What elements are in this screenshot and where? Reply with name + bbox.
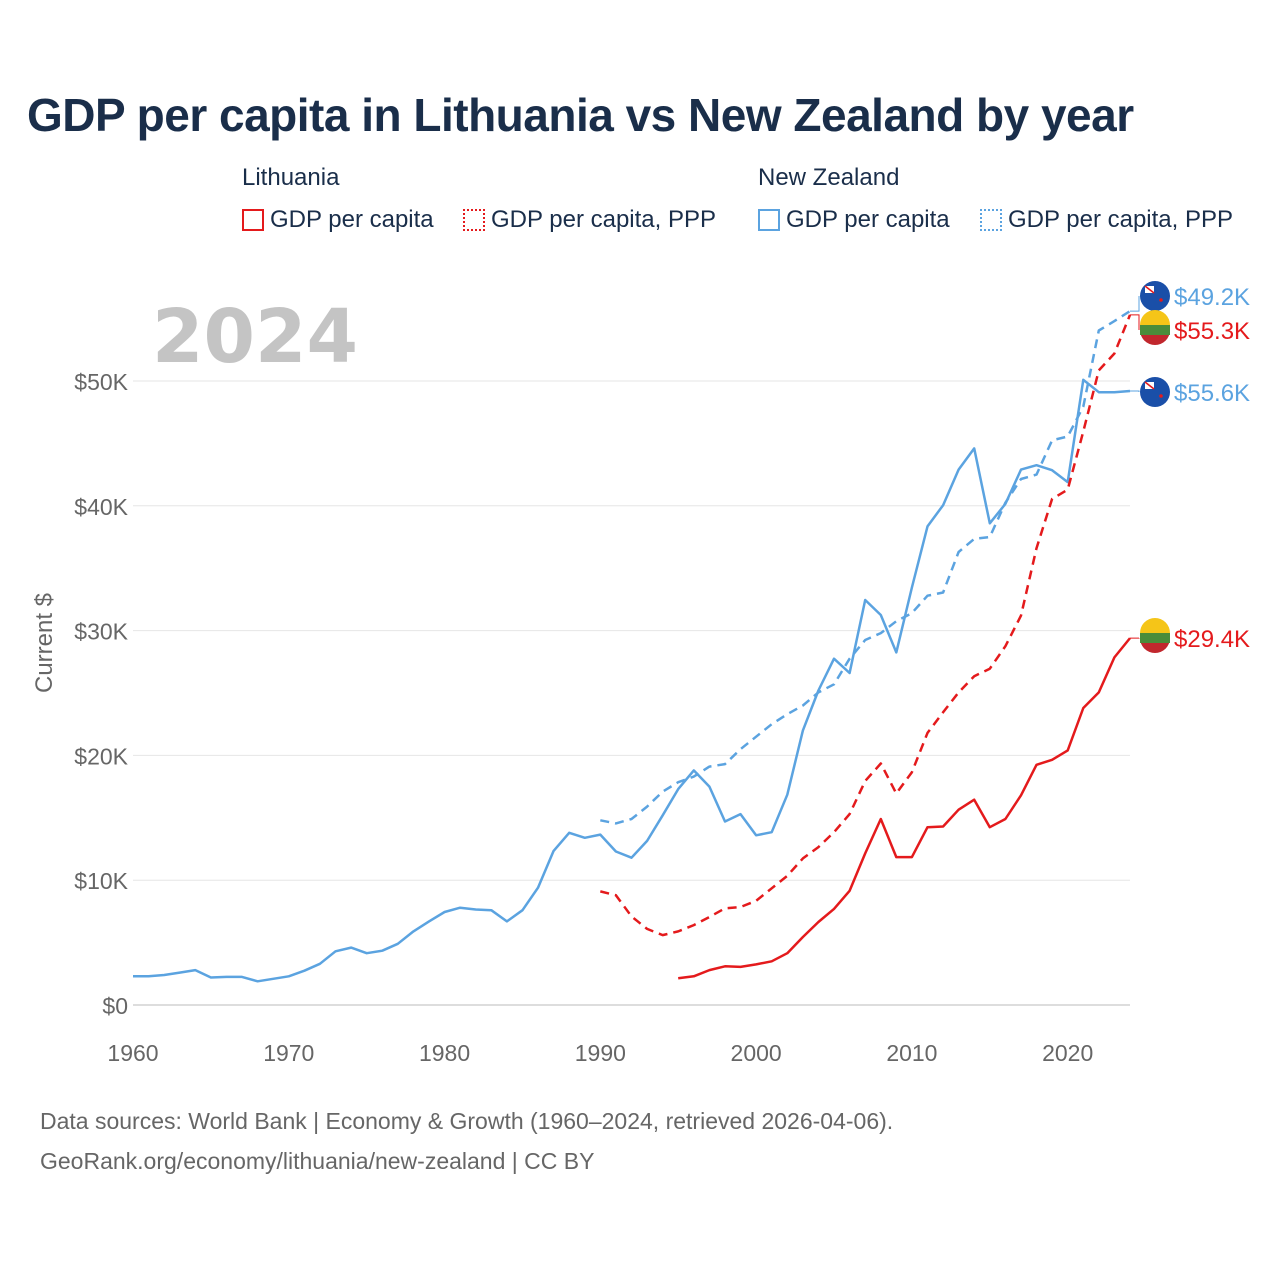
legend-label: GDP per capita, PPP: [491, 206, 716, 233]
end-connector: [1130, 314, 1140, 330]
new-zealand-flag-icon: [1140, 377, 1170, 407]
dotted-red-swatch-icon: [463, 209, 485, 231]
end-connector: [1130, 390, 1140, 392]
end-value-label: $55.3K: [1174, 318, 1250, 345]
legend-label: GDP per capita: [786, 206, 950, 233]
source-url: GeoRank.org/economy/lithuania/new-zealan…: [40, 1148, 595, 1174]
union-jack-cross: [1144, 381, 1155, 390]
y-axis-title: Current $: [31, 593, 58, 693]
end-value-label: $29.4K: [1174, 626, 1250, 653]
x-tick-label: 1990: [575, 1040, 626, 1066]
flag-stripe-yellow: [1140, 310, 1170, 325]
end-value-label: $49.2K: [1174, 284, 1250, 311]
new-zealand-flag-icon: [1140, 281, 1170, 311]
y-tick-label: $50K: [74, 369, 128, 395]
legend-item-nz-gdp-ppp[interactable]: GDP per capita, PPP: [980, 205, 1233, 235]
x-tick-label: 2000: [731, 1040, 782, 1066]
x-tick-label: 2020: [1042, 1040, 1093, 1066]
series-line: [600, 314, 1132, 937]
series-line: [600, 310, 1131, 825]
y-tick-label: $20K: [74, 743, 128, 769]
series-line: [133, 378, 1131, 983]
union-jack-cross: [1144, 285, 1155, 294]
legend-group-new-zealand: New Zealand: [758, 164, 900, 191]
southern-cross-star: [1159, 298, 1163, 302]
legend-label: GDP per capita: [270, 206, 434, 233]
legend-item-nz-gdp[interactable]: GDP per capita: [758, 205, 950, 235]
x-tick-label: 1960: [107, 1040, 158, 1066]
legend-item-lithuania-gdp-ppp[interactable]: GDP per capita, PPP: [463, 205, 716, 235]
legend-label: GDP per capita, PPP: [1008, 206, 1233, 233]
series-line: [678, 637, 1131, 980]
y-tick-label: $40K: [74, 494, 128, 520]
year-overlay: 2024: [152, 294, 358, 380]
x-tick-label: 1970: [263, 1040, 314, 1066]
flag-stripe-green: [1140, 325, 1170, 335]
southern-cross-star: [1159, 394, 1163, 398]
flag-stripe-yellow: [1140, 618, 1170, 633]
dotted-blue-swatch-icon: [980, 209, 1002, 231]
end-value-label: $55.6K: [1174, 380, 1250, 407]
solid-red-swatch-icon: [242, 209, 264, 231]
chart-title: GDP per capita in Lithuania vs New Zeala…: [27, 89, 1134, 141]
source-text: Data sources: World Bank | Economy & Gro…: [40, 1108, 894, 1134]
solid-blue-swatch-icon: [758, 209, 780, 231]
legend-item-lithuania-gdp[interactable]: GDP per capita: [242, 205, 434, 235]
end-connector: [1130, 296, 1140, 312]
legend-group-lithuania: Lithuania: [242, 164, 340, 191]
flag-stripe-green: [1140, 633, 1170, 643]
y-tick-label: $0: [102, 993, 128, 1019]
x-tick-label: 1980: [419, 1040, 470, 1066]
y-tick-label: $10K: [74, 868, 128, 894]
y-tick-label: $30K: [74, 619, 128, 645]
x-tick-label: 2010: [886, 1040, 937, 1066]
